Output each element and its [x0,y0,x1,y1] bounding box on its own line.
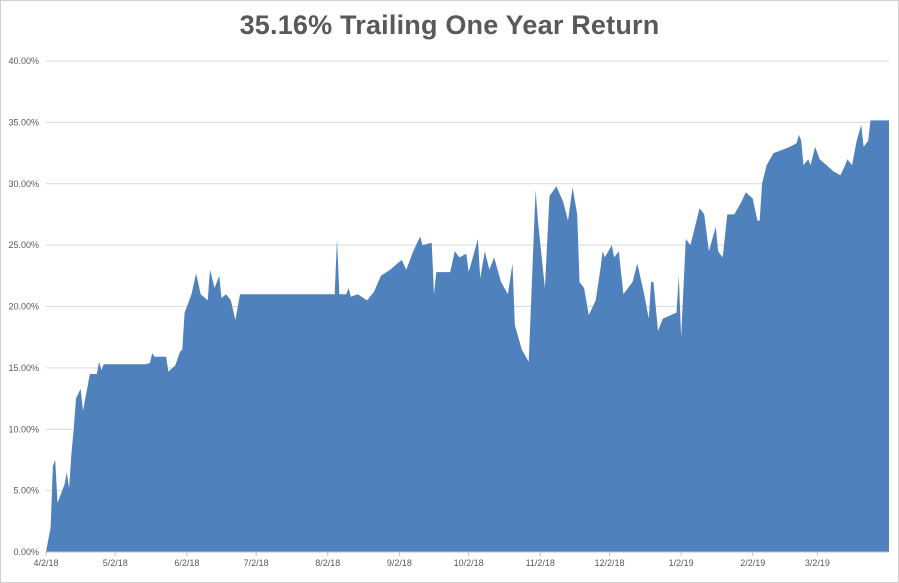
x-tick-label: 7/2/18 [244,558,269,568]
y-tick-label: 20.00% [8,302,39,312]
x-tick-label: 8/2/18 [315,558,340,568]
x-tick-label: 10/2/18 [454,558,484,568]
x-tick-label: 6/2/18 [174,558,199,568]
x-tick-label: 9/2/18 [387,558,412,568]
y-tick-label: 5.00% [13,486,39,496]
chart-title: 35.16% Trailing One Year Return [239,10,660,40]
y-axis-tick-labels: 0.00% 5.00% 10.00% 15.00% 20.00% 25.00% 30.00%… [8,56,39,557]
y-tick-label: 30.00% [8,179,39,189]
y-tick-label: 15.00% [8,363,39,373]
x-tick-label: 2/2/19 [740,558,765,568]
x-axis-tick-labels: 4/2/18 5/2/18 6/2/18 7/2/18 8/2/18 9/2/18 10/2… [33,552,830,568]
x-tick-label: 4/2/18 [33,558,58,568]
y-tick-label: 0.00% [13,547,39,557]
x-tick-label: 1/2/19 [669,558,694,568]
y-tick-label: 25.00% [8,240,39,250]
y-tick-label: 40.00% [8,56,39,66]
x-tick-label: 12/2/18 [595,558,625,568]
return-area-series [46,120,889,553]
y-tick-label: 10.00% [8,424,39,434]
x-tick-label: 11/2/18 [526,558,555,568]
x-tick-label: 5/2/18 [103,558,128,568]
x-tick-label: 3/2/19 [805,558,830,568]
y-tick-label: 35.00% [8,117,39,127]
